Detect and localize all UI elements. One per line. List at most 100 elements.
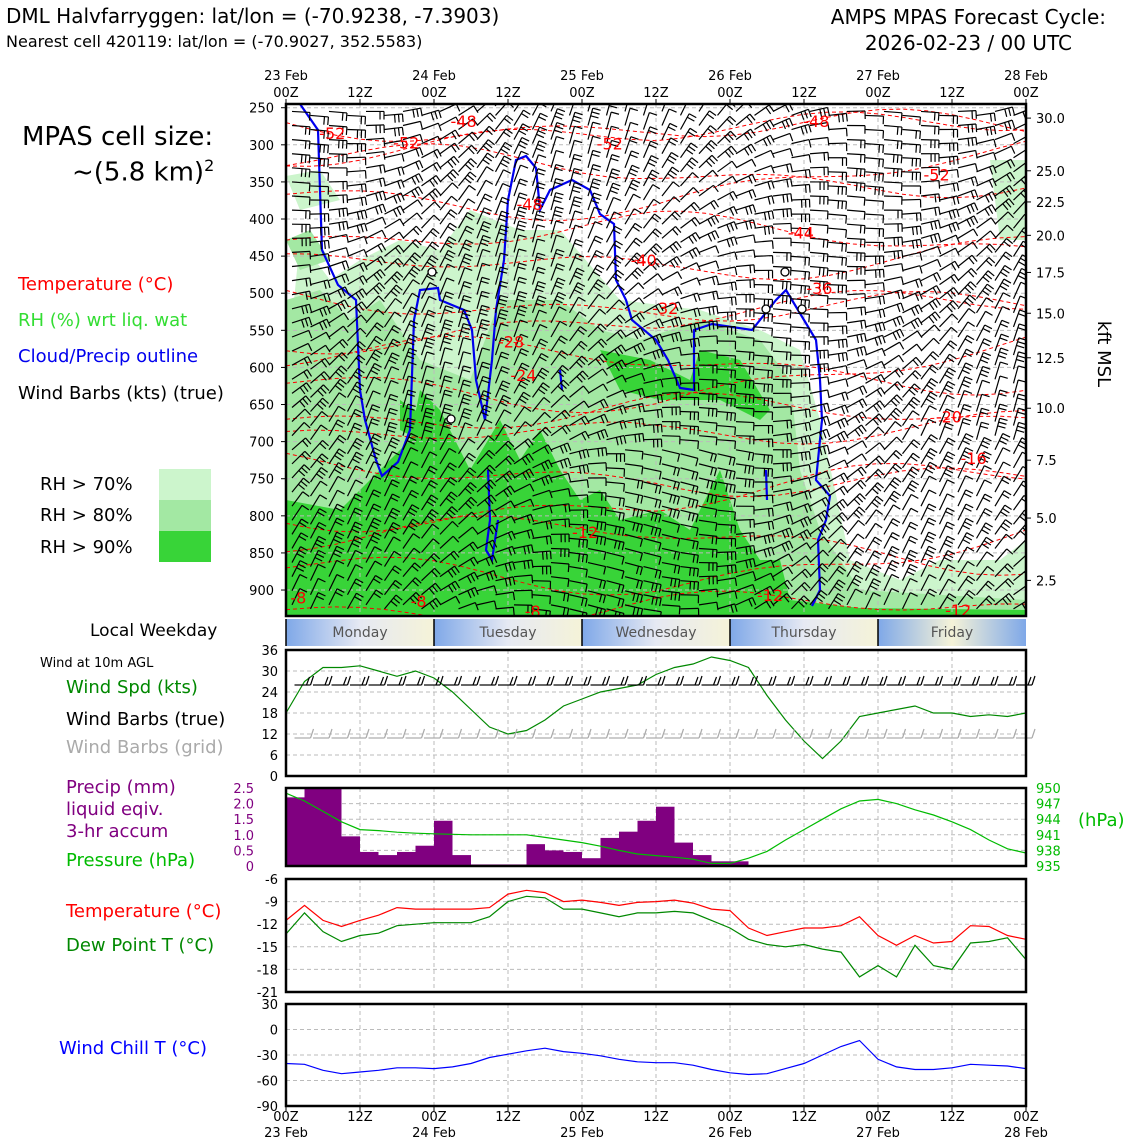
wind-barb-flag <box>487 497 494 505</box>
wind-barb <box>939 168 959 178</box>
wind-barb-staff <box>717 175 734 187</box>
wind-barb <box>1013 495 1026 511</box>
wind-barb-flag <box>844 404 849 413</box>
wind-barb <box>1032 155 1051 168</box>
wind-barb-flag <box>308 155 311 164</box>
wind-barb-staff <box>624 505 643 511</box>
wind-barb-flag <box>804 491 808 500</box>
wind-barb-flag <box>926 384 934 391</box>
wind-barb-flag <box>935 298 941 306</box>
wind-barb-flag <box>929 354 937 361</box>
wind-barb-flag <box>444 361 453 365</box>
wind-barb-flag <box>487 152 495 159</box>
wind-barb-flag <box>364 183 367 192</box>
wind-barb-flag <box>355 357 363 364</box>
wind-barb <box>531 309 547 328</box>
wind-barb-flag <box>877 468 885 476</box>
wind-barb-staff <box>643 393 662 398</box>
wind-barb-staff <box>883 236 903 239</box>
wind-barb <box>310 384 330 398</box>
wind-barb-flag <box>715 522 718 532</box>
wind-barb-flag <box>519 398 527 404</box>
wind-barb-flag <box>729 115 737 123</box>
wind-barb-flag <box>892 318 897 327</box>
wind-barb-flag <box>464 177 472 184</box>
wind-barb-staff <box>420 393 427 412</box>
wind-barb-staff <box>513 220 520 239</box>
wind-barb-flag <box>882 295 886 305</box>
wind-barb-staff <box>717 115 731 130</box>
wind-barb-flag <box>999 285 1008 291</box>
wind-barb-staff <box>347 327 361 342</box>
wind-barb-staff <box>347 196 366 201</box>
wind-barb <box>1032 306 1045 323</box>
wind-barb-staff <box>680 410 699 413</box>
wind-barb <box>494 155 512 173</box>
wind-barb-staff <box>883 181 903 184</box>
wind-barb-flag <box>614 363 620 372</box>
wind-barb-flag <box>1036 257 1043 260</box>
wind-barb-staff <box>828 498 844 511</box>
wind-barb-flag <box>524 421 532 428</box>
precip-label-2: liquid eqiv. <box>66 799 164 820</box>
wind-barb <box>568 224 584 243</box>
wind-barb-staff <box>865 495 878 511</box>
wind-barb-flag <box>591 199 600 204</box>
wind-barb <box>495 440 515 455</box>
wind-barb <box>735 406 755 417</box>
wind-barb-flag <box>634 434 637 443</box>
wind-barb-staff <box>994 119 1013 127</box>
wind-barb <box>569 325 588 342</box>
wind-barb-staff <box>550 335 562 352</box>
wind-barb-staff <box>1032 463 1043 478</box>
wind-barb-staff <box>291 437 306 451</box>
wind-barb <box>365 322 384 338</box>
wind-barb-flag <box>559 445 564 454</box>
wind-barb <box>291 504 310 521</box>
wind-barb <box>569 523 589 534</box>
wind-barb-flag <box>391 352 400 357</box>
wind-barb-staff <box>1032 376 1037 393</box>
wind-barb-staff <box>495 440 509 455</box>
wind-barb-flag <box>1022 480 1026 484</box>
wind-barb-flag <box>1018 323 1026 327</box>
wind-barb-flag <box>724 150 731 158</box>
wind-barb <box>642 126 658 144</box>
wind-barb-flag <box>615 240 623 246</box>
wind-barb-flag <box>911 480 920 486</box>
wind-barb-flag <box>901 237 904 246</box>
wind-barb-flag <box>892 332 898 341</box>
wind-barb-staff <box>643 333 661 342</box>
temperature-contour <box>286 289 1026 322</box>
wind-barb-flag <box>450 209 458 215</box>
wind-barb-staff <box>1032 390 1037 407</box>
wind-barb-flag <box>874 269 877 279</box>
wind-barb <box>754 119 775 132</box>
wind-barb <box>902 330 923 342</box>
wind-barb-staff <box>457 212 468 229</box>
wind-barb-staff <box>439 477 451 493</box>
wind-barb <box>717 311 737 321</box>
wind-barb <box>291 110 311 121</box>
wind-barb-flag <box>619 406 624 415</box>
wind-barb <box>698 104 705 112</box>
wind-barb <box>513 164 529 183</box>
wind-barb-flag <box>658 485 662 495</box>
wind-barb-flag <box>345 126 348 135</box>
wind-barb-flag <box>1048 103 1052 110</box>
wind-barb-staff <box>994 238 1007 253</box>
wind-barb-staff <box>383 380 392 398</box>
wind-barb-flag <box>319 400 327 407</box>
wind-barb-flag <box>707 219 713 227</box>
wind-barb-flag <box>658 514 662 523</box>
wind-barb-flag <box>609 175 618 180</box>
wind-barb-flag <box>443 393 452 397</box>
wind-barb-flag <box>502 145 511 151</box>
wind-barb <box>828 311 848 321</box>
wind-barb <box>791 108 812 120</box>
temperature-contour <box>286 290 1026 355</box>
wind-barb-flag <box>800 437 804 446</box>
wind-barb-staff <box>865 268 884 272</box>
wind-barb <box>402 417 416 436</box>
wind-barb-staff <box>531 104 540 116</box>
